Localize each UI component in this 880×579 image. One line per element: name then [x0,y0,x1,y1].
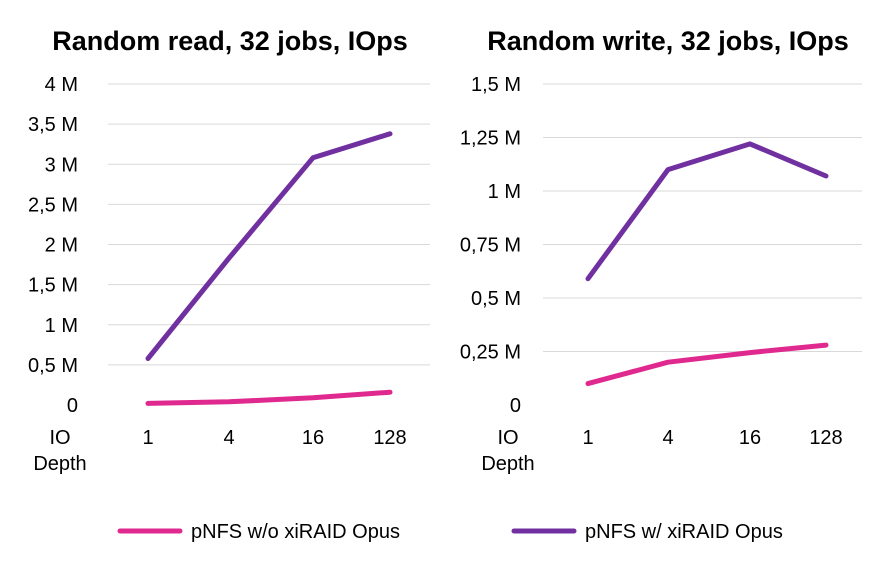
legend-item: pNFS w/o xiRAID Opus [117,521,400,543]
y-tick-label: 1 M [488,181,521,203]
y-tick-label: 2,5 M [28,194,78,216]
series-line [585,342,829,387]
y-tick-label: 1 M [45,315,78,337]
y-tick-label: 0,5 M [28,355,78,377]
y-tick-label: 0,25 M [460,342,521,364]
x-axis-label: Depth [481,453,534,475]
y-tick-label: 1,5 M [471,74,521,96]
legend-item: pNFS w/ xiRAID Opus [511,521,783,543]
legend-label: pNFS w/o xiRAID Opus [191,521,400,543]
y-tick-label: 3,5 M [28,114,78,136]
series-line [585,141,829,282]
legend: pNFS w/o xiRAID Opus pNFS w/ xiRAID Opus [117,521,783,543]
y-tick-label: 2 M [45,235,78,257]
x-tick-label: 4 [662,427,673,449]
x-tick-label: 16 [302,427,324,449]
chart-title: Random write, 32 jobs, IOps [487,26,849,56]
y-tick-label: 0 [67,395,78,417]
chart-random-read: Random read, 32 jobs, IOps 0 0,5 M 1 M 1,5 … [28,26,430,475]
x-tick-label: 1 [142,427,153,449]
y-tick-label: 4 M [45,74,78,96]
y-tick-label: 1,25 M [460,128,521,150]
y-tick-label: 1,5 M [28,275,78,297]
x-axis-label: IO [497,427,518,449]
chart-title: Random read, 32 jobs, IOps [52,26,408,56]
y-tick-label: 0,5 M [471,288,521,310]
x-axis-label: Depth [33,453,86,475]
legend-label: pNFS w/ xiRAID Opus [585,521,783,543]
x-tick-label: 4 [223,427,234,449]
x-tick-label: 16 [739,427,761,449]
x-tick-label: 128 [809,427,842,449]
x-axis-label: IO [49,427,70,449]
x-tick-label: 1 [582,427,593,449]
y-tick-label: 3 M [45,154,78,176]
y-tick-label: 0 [510,395,521,417]
series-line [145,389,393,406]
chart-random-write: Random write, 32 jobs, IOps 0 0,25 M 0,5 M… [460,26,862,475]
y-tick-label: 0,75 M [460,235,521,257]
series-line [145,131,393,361]
x-tick-label: 128 [373,427,406,449]
